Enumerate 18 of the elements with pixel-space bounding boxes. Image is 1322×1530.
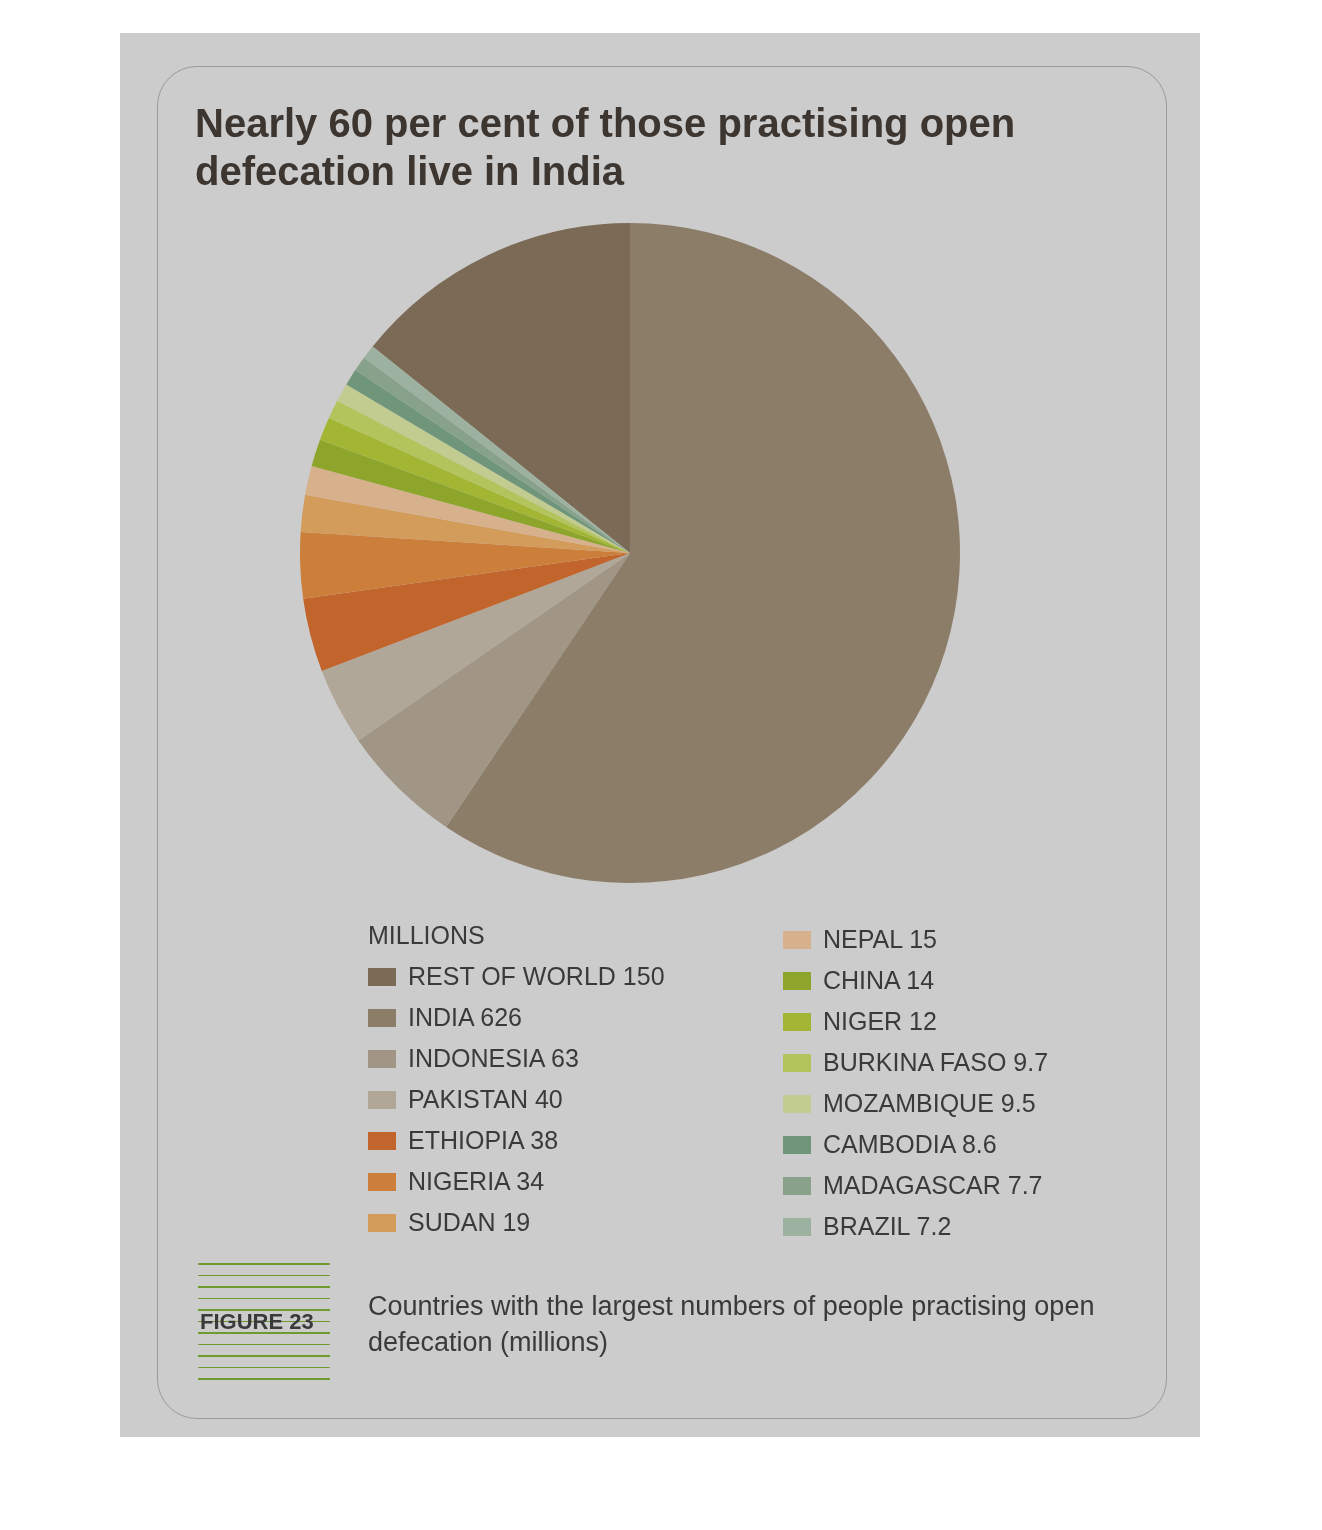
legend-label: MOZAMBIQUE 9.5 <box>823 1089 1036 1118</box>
legend-label: PAKISTAN 40 <box>408 1085 563 1114</box>
legend-label: CHINA 14 <box>823 966 935 995</box>
legend-label: NEPAL 15 <box>823 925 937 954</box>
legend-label: ETHIOPIA 38 <box>408 1126 559 1155</box>
legend-label: INDONESIA 63 <box>408 1044 579 1073</box>
text: Countries with the largest numbers of people practising open defecation (millions) <box>368 1290 1096 1359</box>
legend-label: NIGERIA 34 <box>408 1167 545 1196</box>
legend-label: NIGER 12 <box>823 1007 937 1036</box>
legend-label: REST OF WORLD 150 <box>408 962 665 991</box>
legend-label: SUDAN 19 <box>408 1208 531 1237</box>
legend-label: BRAZIL 7.2 <box>823 1212 952 1241</box>
legend-label: BURKINA FASO 9.7 <box>823 1048 1049 1077</box>
legend-label: CAMBODIA 8.6 <box>823 1130 997 1159</box>
legend-label: MADAGASCAR 7.7 <box>823 1171 1043 1200</box>
legend-label: INDIA 626 <box>408 1003 522 1032</box>
legend-title: MILLIONS <box>368 921 485 950</box>
chart-title: Nearly 60 per cent of those practising open defecation live in India <box>195 100 1017 195</box>
